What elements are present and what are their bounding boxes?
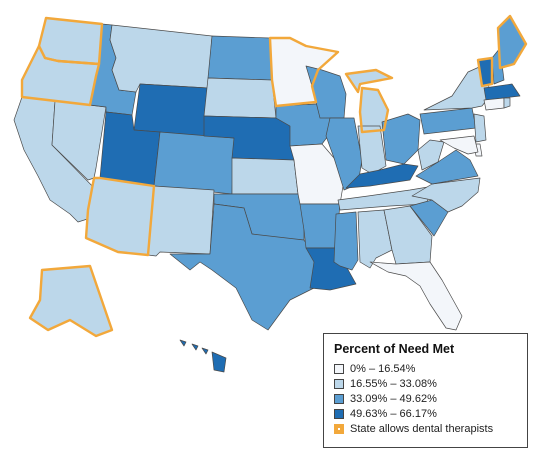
state-pa <box>419 107 477 135</box>
dental-therapist-outline-mn <box>268 36 340 108</box>
state-wv <box>417 139 445 171</box>
state-nd <box>207 35 273 81</box>
state-nc <box>411 177 481 213</box>
state-ma <box>483 83 521 101</box>
dental-therapist-outlines <box>20 14 528 338</box>
state-ks <box>231 157 299 195</box>
state-wa <box>38 17 103 65</box>
dental-therapist-outline-vt <box>476 56 494 88</box>
legend-swatch-dental-therapists <box>334 423 344 434</box>
state-ky <box>345 163 419 189</box>
state-tx <box>169 203 319 331</box>
state-wy <box>133 83 209 137</box>
legend-swatch-bin-3 <box>334 393 344 404</box>
legend-swatch-bin-2 <box>334 378 344 389</box>
dental-therapist-outline-ak <box>28 264 114 338</box>
state-md <box>439 135 479 155</box>
state-ri <box>503 97 511 109</box>
legend-label-bin-1: 0% – 16.54% <box>350 362 416 375</box>
state-nm <box>147 185 215 257</box>
map-legend: Percent of Need Met 0% – 16.54% 16.55% –… <box>323 333 528 448</box>
state-oh <box>381 113 421 165</box>
dental-therapist-outline-or <box>20 44 101 107</box>
legend-label-bin-4: 49.63% – 66.17% <box>350 407 437 420</box>
state-ct <box>483 97 505 111</box>
state-ms <box>333 211 359 271</box>
state-fl <box>369 261 463 331</box>
dental-therapist-outline-az <box>84 176 156 257</box>
state-hi <box>179 339 227 373</box>
legend-item-bin-4: 49.63% – 66.17% <box>334 406 527 421</box>
legend-item-bin-3: 33.09% – 49.62% <box>334 391 527 406</box>
legend-item-dental-therapists: State allows dental therapists <box>334 421 527 436</box>
legend-label-bin-3: 33.09% – 49.62% <box>350 392 437 405</box>
legend-label-bin-2: 16.55% – 33.08% <box>350 377 437 390</box>
dental-therapist-outline-mi <box>344 68 394 134</box>
legend-item-bin-1: 0% – 16.54% <box>334 361 527 376</box>
dental-therapist-outline-me <box>496 14 528 70</box>
state-fills <box>13 15 527 373</box>
legend-label-dental-therapists: State allows dental therapists <box>350 422 494 435</box>
state-ar <box>299 203 341 249</box>
state-sd <box>203 77 277 119</box>
legend-title: Percent of Need Met <box>334 342 455 356</box>
legend-swatch-bin-4 <box>334 408 344 419</box>
state-co <box>153 131 235 195</box>
legend-item-bin-2: 16.55% – 33.08% <box>334 376 527 391</box>
state-mt <box>109 24 213 93</box>
state-in <box>357 125 387 175</box>
state-nj <box>473 113 487 143</box>
legend-swatch-bin-1 <box>334 363 344 374</box>
